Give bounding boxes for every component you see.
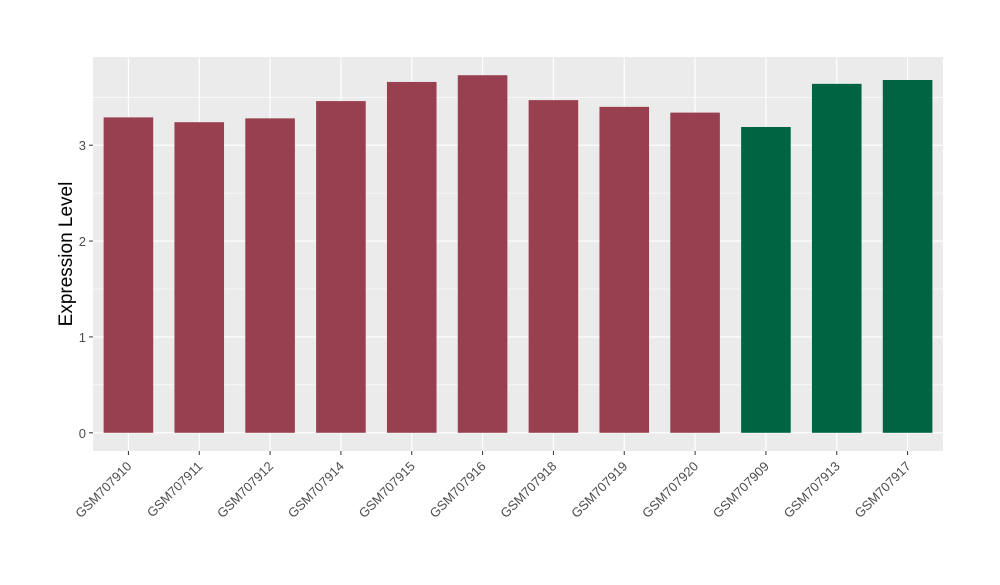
- x-tick-label: GSM707919: [568, 459, 630, 521]
- bar: [457, 75, 508, 433]
- x-tick-label: GSM707909: [710, 459, 772, 521]
- x-tick-label: GSM707918: [497, 459, 559, 521]
- x-tick-label: GSM707911: [144, 459, 206, 521]
- bar: [528, 100, 579, 433]
- y-tick-label: 3: [79, 138, 86, 153]
- x-tick-label: GSM707913: [781, 459, 843, 521]
- x-tick-label: GSM707916: [426, 459, 488, 521]
- bar: [741, 126, 791, 433]
- bar: [316, 101, 366, 433]
- y-axis-label: Expression Level: [56, 182, 77, 327]
- x-tick-label: GSM707910: [72, 459, 134, 521]
- bar: [174, 122, 225, 433]
- bar: [670, 112, 720, 433]
- y-tick-label: 0: [79, 426, 86, 441]
- bar: [386, 81, 437, 433]
- y-tick-label: 1: [79, 330, 86, 345]
- x-tick-label: GSM707912: [214, 459, 276, 521]
- x-tick-label: GSM707915: [356, 459, 418, 521]
- x-tick-label: GSM707914: [285, 459, 347, 521]
- bar: [103, 117, 154, 433]
- y-tick-label: 2: [79, 234, 86, 249]
- bar: [882, 80, 933, 433]
- plot-panel: [93, 57, 943, 451]
- x-tick-label: GSM707917: [851, 459, 913, 521]
- bar: [811, 83, 862, 433]
- x-tick-label: GSM707920: [639, 459, 701, 521]
- bar: [245, 118, 295, 433]
- bar: [599, 106, 650, 433]
